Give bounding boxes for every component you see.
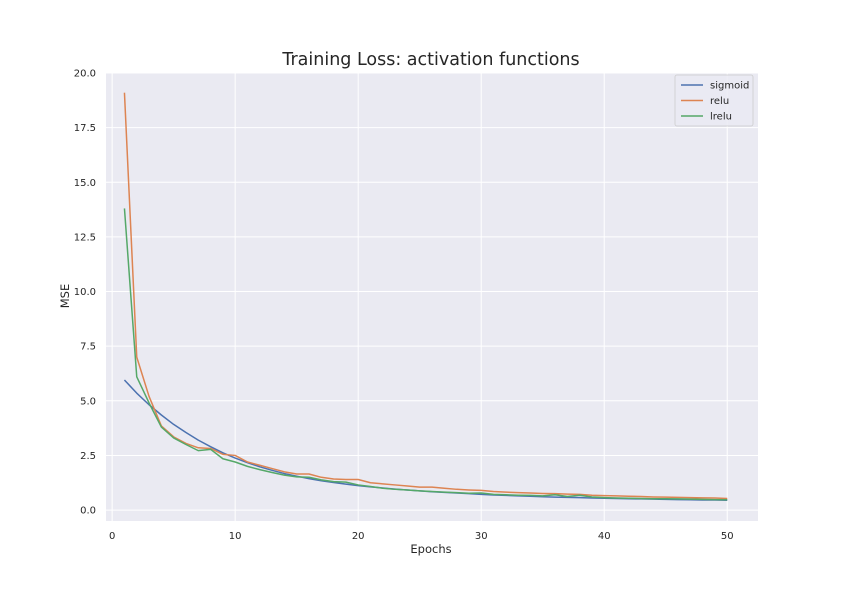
x-tick-label: 10 [229, 531, 242, 542]
legend-label-sigmoid: sigmoid [710, 81, 749, 92]
series-line-lrelu [123, 208, 728, 501]
x-tick-label: 20 [352, 531, 365, 542]
y-axis-label: MSE [58, 284, 72, 309]
legend-label-lrelu: lrelu [710, 112, 732, 123]
legend-label-relu: relu [710, 96, 729, 107]
y-tick-label: 15.0 [74, 178, 96, 189]
plot-area [106, 73, 758, 521]
legend-box [674, 74, 754, 127]
x-tick-label: 30 [475, 531, 488, 542]
y-tick-label: 12.5 [74, 232, 96, 243]
series-line-relu [123, 92, 728, 500]
series-lines [123, 92, 728, 501]
y-tick-label: 20.0 [74, 69, 96, 80]
y-tick-label: 2.5 [80, 451, 96, 462]
chart-title: Training Loss: activation functions [281, 50, 579, 70]
grid [106, 72, 758, 521]
legend: sigmoid relu lrelu [674, 74, 754, 127]
y-tick-label: 17.5 [74, 123, 96, 134]
y-tick-label: 7.5 [80, 342, 96, 353]
y-tick-label: 5.0 [80, 396, 96, 407]
y-tick-label: 0.0 [80, 506, 96, 517]
x-tick-label: 50 [721, 531, 734, 542]
x-tick-label: 0 [109, 531, 115, 542]
y-tick-label: 10.0 [74, 287, 96, 298]
x-axis-label: Epochs [410, 542, 451, 556]
tick-labels: 0 10 20 30 40 50 0.0 2.5 5.0 7.5 10.0 12.5 15.0 17.5 2… [74, 69, 734, 543]
x-tick-label: 40 [598, 531, 611, 542]
